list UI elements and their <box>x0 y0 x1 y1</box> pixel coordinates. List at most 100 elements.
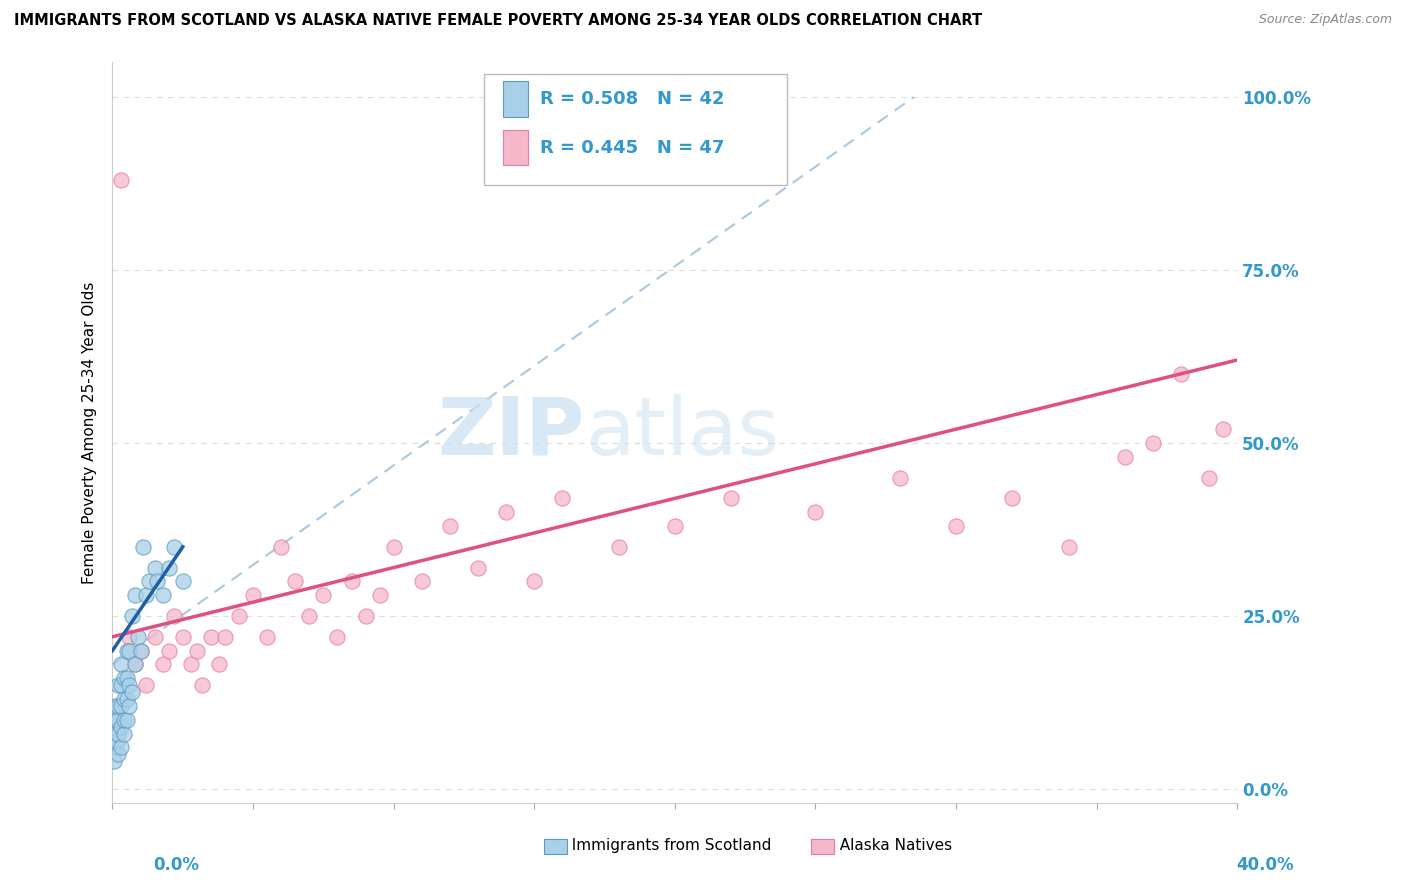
Point <box>135 588 157 602</box>
Point <box>523 574 546 589</box>
Point <box>186 643 208 657</box>
Point <box>103 754 125 768</box>
Text: Alaska Natives: Alaska Natives <box>830 838 952 853</box>
Point <box>467 560 489 574</box>
Point <box>157 560 180 574</box>
Point <box>110 173 132 187</box>
Point <box>180 657 202 672</box>
Point <box>127 630 149 644</box>
Point <box>110 698 132 713</box>
Point <box>1001 491 1024 506</box>
Point <box>110 657 132 672</box>
Point <box>110 678 132 692</box>
Point <box>720 491 742 506</box>
Point <box>191 678 214 692</box>
Point <box>382 540 405 554</box>
Point <box>105 733 128 747</box>
Point <box>112 726 135 740</box>
Point <box>115 692 138 706</box>
Y-axis label: Female Poverty Among 25-34 Year Olds: Female Poverty Among 25-34 Year Olds <box>82 282 97 583</box>
Point <box>312 588 335 602</box>
Point <box>284 574 307 589</box>
Point <box>146 574 169 589</box>
Point <box>121 609 143 624</box>
Bar <box>503 130 527 165</box>
Point <box>889 470 911 484</box>
Point <box>200 630 222 644</box>
Point <box>112 692 135 706</box>
Point <box>135 678 157 692</box>
Point <box>112 671 135 685</box>
Point <box>107 698 129 713</box>
Point <box>107 747 129 762</box>
Point <box>118 678 141 692</box>
Bar <box>503 81 527 117</box>
Point <box>551 491 574 506</box>
Point <box>945 519 967 533</box>
Point <box>107 678 129 692</box>
Point <box>172 630 194 644</box>
Point <box>368 588 391 602</box>
Bar <box>544 838 567 855</box>
Point <box>804 505 827 519</box>
Point <box>1170 367 1192 381</box>
Point <box>163 609 186 624</box>
Point <box>118 630 141 644</box>
Point <box>439 519 461 533</box>
Text: atlas: atlas <box>585 393 779 472</box>
Point <box>242 588 264 602</box>
Point <box>607 540 630 554</box>
Point <box>270 540 292 554</box>
Point <box>104 740 127 755</box>
Text: IMMIGRANTS FROM SCOTLAND VS ALASKA NATIVE FEMALE POVERTY AMONG 25-34 YEAR OLDS C: IMMIGRANTS FROM SCOTLAND VS ALASKA NATIV… <box>14 13 983 29</box>
Point <box>157 643 180 657</box>
Point <box>124 657 146 672</box>
Point <box>172 574 194 589</box>
Point <box>115 643 138 657</box>
FancyBboxPatch shape <box>484 73 787 185</box>
Point <box>107 726 129 740</box>
Point <box>214 630 236 644</box>
Point <box>115 671 138 685</box>
Point <box>118 643 141 657</box>
Text: Immigrants from Scotland: Immigrants from Scotland <box>562 838 772 853</box>
Text: R = 0.508   N = 42: R = 0.508 N = 42 <box>540 90 724 108</box>
Point <box>340 574 363 589</box>
Point <box>110 740 132 755</box>
Text: R = 0.445   N = 47: R = 0.445 N = 47 <box>540 138 724 157</box>
Point <box>129 643 152 657</box>
Text: ZIP: ZIP <box>437 393 585 472</box>
Point <box>495 505 517 519</box>
Text: 40.0%: 40.0% <box>1237 855 1294 873</box>
Point <box>208 657 231 672</box>
Point <box>152 588 174 602</box>
Point <box>104 726 127 740</box>
Point <box>138 574 160 589</box>
Point <box>129 643 152 657</box>
Point <box>104 713 127 727</box>
Point <box>104 698 127 713</box>
Point <box>1212 422 1234 436</box>
Point <box>1057 540 1080 554</box>
Point <box>143 560 166 574</box>
Bar <box>811 838 834 855</box>
Point <box>115 713 138 727</box>
Point <box>1198 470 1220 484</box>
Point <box>107 713 129 727</box>
Point <box>326 630 349 644</box>
Point <box>124 588 146 602</box>
Point <box>112 713 135 727</box>
Point <box>118 698 141 713</box>
Point <box>1114 450 1136 464</box>
Point <box>354 609 377 624</box>
Text: Source: ZipAtlas.com: Source: ZipAtlas.com <box>1258 13 1392 27</box>
Point <box>110 720 132 734</box>
Point <box>132 540 155 554</box>
Text: 0.0%: 0.0% <box>153 855 198 873</box>
Point <box>163 540 186 554</box>
Point <box>1142 436 1164 450</box>
Point <box>121 685 143 699</box>
Point <box>152 657 174 672</box>
Point <box>228 609 250 624</box>
Point <box>124 657 146 672</box>
